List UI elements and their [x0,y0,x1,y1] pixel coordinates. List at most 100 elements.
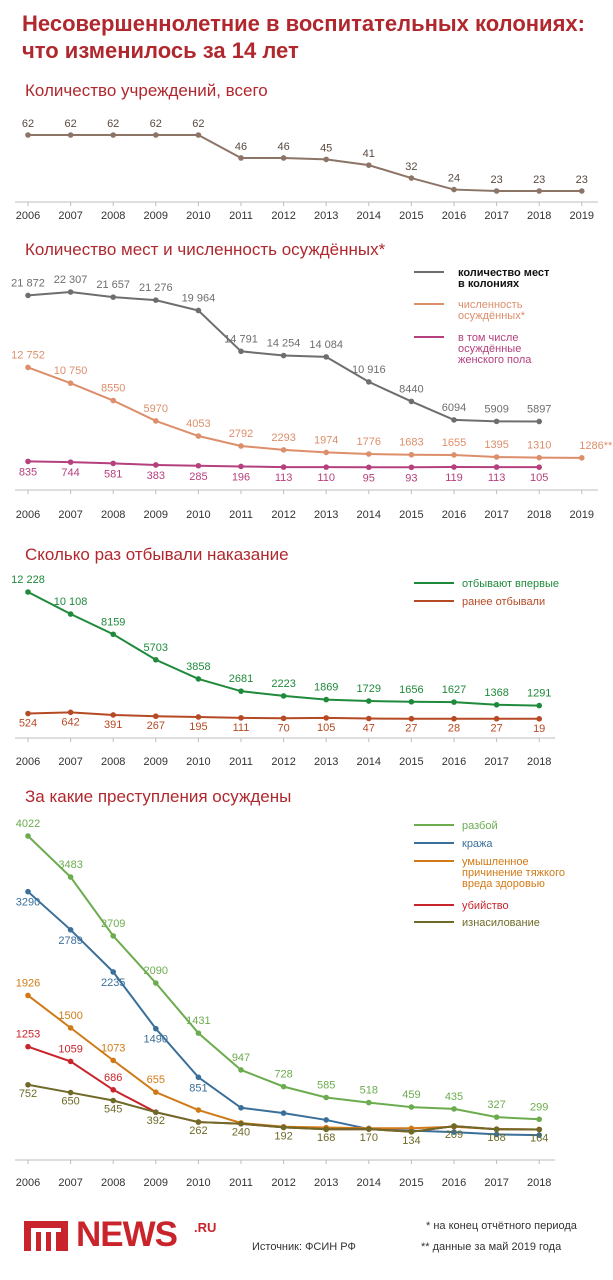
logo-text: NEWS [76,1215,178,1254]
x-tick-label: 2019 [570,509,594,521]
x-tick-label: 2016 [442,210,466,222]
data-label: 435 [445,1091,463,1103]
data-label: 4053 [186,418,210,430]
data-label: 1869 [314,682,338,694]
legend-label: ранее отбывали [462,596,545,608]
data-point [195,132,202,138]
x-tick-label: 2014 [357,509,381,521]
data-point [536,1116,542,1123]
data-label: 27 [405,723,417,735]
data-point [25,992,31,999]
data-point [366,1126,372,1132]
x-tick-label: 2018 [527,756,551,768]
data-label: 2235 [101,977,125,989]
x-tick-label: 2011 [229,1177,253,1189]
data-label: 27 [490,723,502,735]
data-point [25,132,31,138]
x-tick-label: 2018 [527,210,551,222]
data-point [408,1104,415,1110]
data-point [408,464,415,471]
data-point [408,451,415,458]
data-point [153,1109,159,1115]
x-tick-label: 2016 [442,756,466,768]
data-label: 851 [189,1082,207,1094]
data-point [536,464,542,470]
x-tick-label: 2015 [399,756,423,768]
data-label: 110 [317,472,335,484]
data-point [493,464,500,470]
data-point [280,155,287,161]
data-label: 46 [277,141,289,153]
data-point [408,175,415,181]
data-label: 2681 [229,673,253,685]
data-label: 105 [530,472,548,484]
data-point [536,418,542,425]
data-label: 5897 [527,403,551,415]
data-label: 105 [317,722,335,734]
data-label: 1368 [484,687,508,699]
data-point [280,1110,287,1116]
data-point [323,1117,330,1123]
data-label: 209 [445,1129,463,1141]
data-point [493,1114,500,1120]
data-point [67,1025,74,1031]
data-point [493,418,500,425]
data-point [323,449,330,456]
data-label: 545 [104,1104,122,1116]
data-point [366,464,372,471]
data-label: 62 [192,118,204,130]
data-point [238,1120,244,1127]
x-tick-label: 2010 [186,756,210,768]
data-point [195,462,202,469]
data-point [366,698,372,704]
data-point [493,715,500,722]
data-point [366,715,372,722]
data-point [110,969,116,975]
data-label: 119 [445,472,463,484]
data-point [451,1123,457,1129]
data-point [67,459,74,465]
data-point [323,354,330,360]
data-point [195,433,202,439]
legend-label: численность [458,299,523,311]
data-point [110,294,116,300]
data-point [110,1097,116,1104]
series-line [27,366,582,459]
data-label: 686 [104,1072,122,1084]
legend-label: изнасилование [462,917,540,929]
x-tick-label: 2017 [484,1177,508,1189]
data-point [536,1132,542,1138]
data-label: 21 276 [139,282,173,294]
data-point [280,447,287,453]
data-point [25,1081,31,1088]
data-label: 10 916 [352,364,386,376]
data-label: 744 [61,467,79,479]
data-point [67,380,74,386]
data-label: 459 [402,1089,420,1101]
data-label: 111 [233,722,250,734]
data-label: 24 [448,173,460,185]
data-point [195,676,202,682]
data-point [195,1107,202,1113]
x-tick-label: 2016 [442,1177,466,1189]
x-tick-label: 2018 [527,509,551,521]
data-label: 12 228 [11,574,45,586]
data-label: 19 [533,723,545,735]
x-tick-label: 2016 [442,509,466,521]
data-point [238,463,244,470]
data-label: 262 [189,1125,207,1137]
data-point [451,1129,457,1135]
footnote-period: * на конец отчётного периода [426,1220,577,1232]
data-label: 2789 [58,935,82,947]
data-point [536,454,542,461]
data-label: 168 [317,1132,335,1144]
legend-label: убийство [462,900,509,912]
data-point [451,715,457,722]
x-tick-label: 2009 [144,756,168,768]
data-point [493,188,500,194]
x-tick-label: 2013 [314,756,338,768]
data-label: 1253 [16,1029,40,1041]
data-point [536,188,542,194]
legend-label: женского пола [458,354,532,366]
data-point [110,933,116,939]
